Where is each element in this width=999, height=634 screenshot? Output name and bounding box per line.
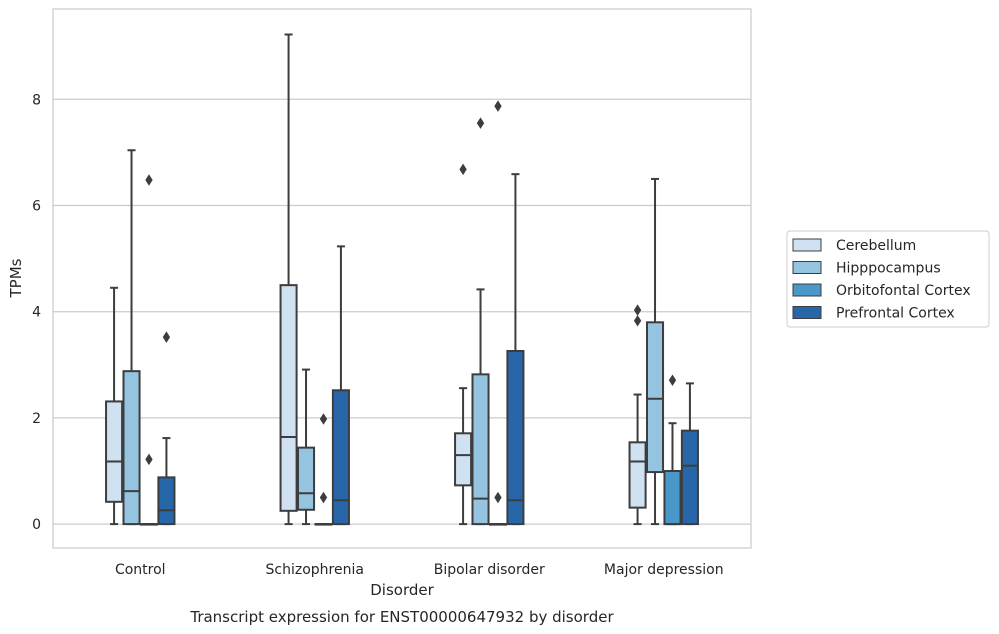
box — [663, 470, 682, 526]
outlier-point — [145, 174, 153, 186]
legend-swatch — [792, 306, 822, 319]
x-tick-label: Control — [115, 562, 166, 578]
box-group — [471, 117, 490, 526]
box-group — [628, 304, 647, 526]
box-group — [105, 286, 124, 526]
box — [279, 284, 298, 512]
box-group — [296, 368, 316, 526]
box-group — [506, 173, 525, 526]
box-group — [488, 100, 508, 526]
box-group — [139, 174, 159, 526]
box — [157, 476, 176, 526]
y-tick-label: 6 — [32, 198, 41, 214]
outlier-point — [319, 413, 328, 425]
box-group — [663, 374, 682, 526]
box-group — [645, 177, 665, 526]
box-group — [680, 382, 699, 526]
plot-frame — [52, 8, 752, 549]
box — [680, 429, 699, 526]
y-axis-ticks: 0 2 4 6 8 — [32, 92, 41, 533]
legend-label: Cerebellum — [836, 238, 916, 254]
box-group — [331, 245, 350, 526]
y-tick-label: 0 — [32, 517, 41, 533]
x-tick-label: Major depression — [604, 562, 724, 578]
legend-label: Prefrontal Cortex — [836, 306, 955, 322]
x-axis-title: Disorder — [370, 581, 434, 599]
box — [105, 400, 124, 503]
y-tick-label: 2 — [32, 411, 41, 427]
box — [645, 321, 665, 474]
outlier-point — [319, 491, 328, 504]
box — [454, 432, 473, 487]
x-tick-label: Bipolar disorder — [434, 562, 545, 578]
legend-swatch — [792, 283, 822, 297]
box — [628, 441, 647, 509]
box-group — [454, 163, 473, 526]
x-tick-label: Schizophrenia — [266, 562, 364, 578]
outlier-point — [476, 117, 485, 129]
outlier-point — [162, 331, 171, 343]
box-group — [157, 331, 176, 526]
y-axis-title: TPMs — [7, 258, 25, 298]
legend-frame — [786, 230, 990, 328]
box-group — [122, 149, 141, 526]
y-tick-label: 4 — [32, 305, 41, 321]
y-tick-label: 8 — [32, 92, 41, 108]
outlier-point — [633, 304, 642, 316]
outlier-point — [145, 453, 153, 466]
legend-swatch — [792, 238, 822, 252]
outlier-point — [494, 100, 502, 112]
outlier-point — [494, 491, 502, 504]
legend: Cerebellum Hipppocampus Orbitofontal Corte… — [786, 230, 990, 328]
chart-title: Transcript expression for ENST0000064793… — [189, 608, 614, 626]
box — [296, 446, 316, 511]
outlier-point — [459, 163, 467, 176]
box-group — [314, 413, 333, 526]
box — [122, 370, 141, 526]
box — [471, 373, 490, 526]
outlier-point — [668, 374, 677, 386]
outlier-point — [633, 314, 642, 327]
legend-items: Cerebellum Hipppocampus Orbitofontal Corte… — [792, 238, 971, 322]
box — [506, 349, 525, 526]
box-group — [279, 33, 298, 526]
box — [331, 389, 350, 526]
legend-swatch — [792, 261, 822, 274]
x-axis-ticks: Control Schizophrenia Bipolar disorder Majo… — [115, 562, 724, 578]
legend-label: Hipppocampus — [836, 261, 941, 277]
legend-label: Orbitofontal Cortex — [836, 283, 971, 299]
boxes — [105, 33, 699, 526]
